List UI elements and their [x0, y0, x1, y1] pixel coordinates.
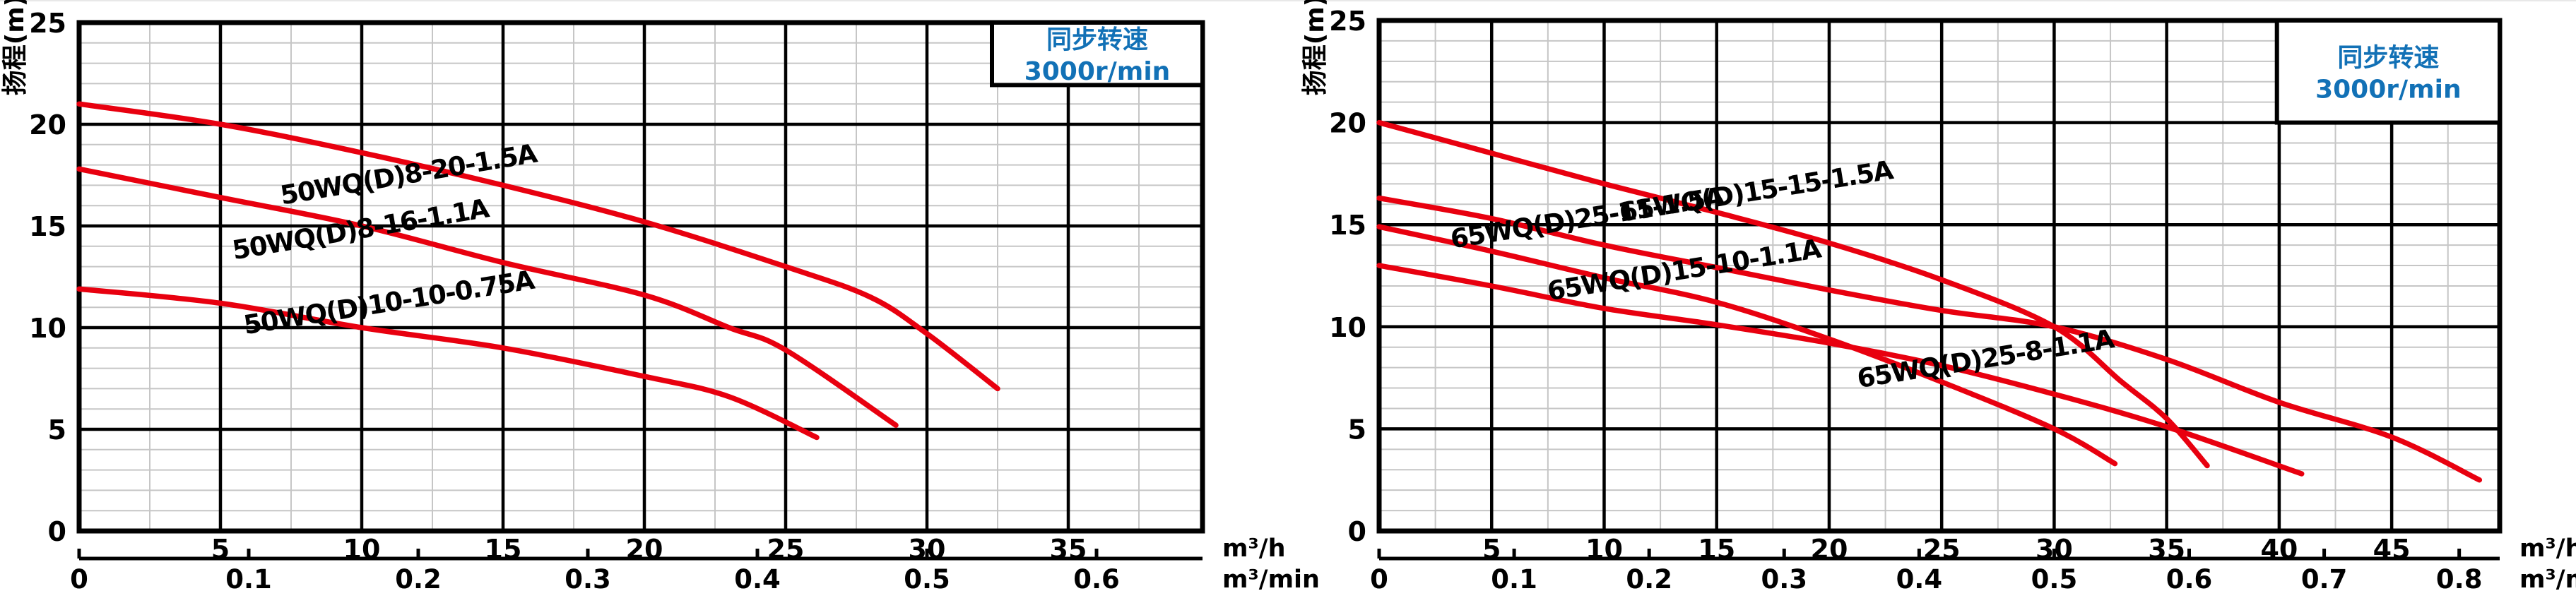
x-tick-label: 35	[1050, 534, 1087, 565]
secondary-tick-label: 0.3	[1761, 564, 1807, 591]
plot-area	[79, 23, 1203, 531]
unit-label-m3h: m³/h	[2519, 535, 2576, 563]
secondary-tick-label: 0.4	[734, 564, 781, 591]
secondary-tick-label: 0.4	[1896, 564, 1943, 591]
x-tick-label: 15	[485, 534, 522, 565]
x-tick-label: 40	[2260, 534, 2298, 565]
x-tick-label: 5	[211, 534, 230, 565]
legend-line-speed-value: 3000r/min	[1024, 57, 1171, 86]
secondary-tick-label: 0.5	[2031, 564, 2078, 591]
x-tick-label: 25	[767, 534, 805, 565]
pump-curve-50WQ(D)8-20-1.5A	[76, 101, 1000, 392]
legend-line-speed-title: 同步转速	[1046, 25, 1148, 54]
secondary-tick-label: 0.2	[395, 564, 442, 591]
x-tick-label: 35	[2148, 534, 2185, 565]
secondary-tick-label: 0.5	[904, 564, 950, 591]
x-tick-label: 5	[1482, 534, 1501, 565]
y-tick-label: 25	[29, 8, 66, 39]
pump-curve-50WQ(D)10-10-0.75A	[76, 286, 820, 441]
x-tick-label: 15	[1698, 534, 1735, 565]
y-tick-label: 0	[1348, 516, 1366, 547]
secondary-tick-label: 0.1	[1491, 564, 1537, 591]
secondary-tick-label: 0.2	[1626, 564, 1672, 591]
pump-curve-65WQ(D)25-11-1.5A	[1376, 195, 2483, 483]
legend-line-speed-title: 同步转速	[2337, 43, 2439, 72]
y-tick-label: 15	[29, 211, 66, 242]
legend-line-speed-value: 3000r/min	[2315, 75, 2462, 104]
secondary-tick-label: 0.1	[225, 564, 272, 591]
y-tick-label: 10	[1329, 312, 1366, 343]
pump-curve-65WQ(D)15-15-1.5A	[1376, 119, 2210, 469]
top-hairline	[0, 0, 2576, 1]
x-tick-label: 10	[343, 534, 381, 565]
pump-curve-65WQ(D)25-8-1.1A	[1376, 263, 2305, 477]
x-tick-label: 45	[2373, 534, 2411, 565]
x-tick-label: 20	[626, 534, 663, 565]
secondary-tick-label: 0.7	[2301, 564, 2348, 591]
y-tick-label: 15	[1329, 210, 1366, 241]
x-tick-label: 10	[1585, 534, 1623, 565]
pump-curve-50WQ(D)8-16-1.1A	[76, 166, 899, 428]
y-tick-label: 20	[29, 109, 66, 141]
y-tick-label: 0	[48, 516, 66, 547]
x-tick-label: 20	[1811, 534, 1848, 565]
secondary-tick-label: 0.6	[1073, 564, 1120, 591]
unit-label-m3min: m³/min	[1222, 566, 1320, 591]
chart-right: 0 0.1 0.2 0.3 0.4 0.5 0.6 0.7 0.8 5 10 15 20 25 30 35 40…	[1301, 0, 2576, 591]
legend-box	[990, 20, 1205, 88]
y-tick-label: 10	[29, 313, 66, 344]
secondary-tick-label: 0.6	[2166, 564, 2213, 591]
secondary-tick-label: 0.3	[565, 564, 611, 591]
plot-border	[1376, 18, 2503, 534]
unit-label-m3min: m³/min	[2519, 566, 2576, 591]
y-tick-label: 20	[1329, 108, 1366, 139]
secondary-tick-label: 0.8	[2436, 564, 2483, 591]
x-tick-label: 30	[2036, 534, 2073, 565]
x-tick-label: 25	[1923, 534, 1961, 565]
chart-left: 0 0.1 0.2 0.3 0.4 0.5 0.6 5 10 15 20 25 30 35 25 20 15 10…	[1, 0, 1320, 591]
y-axis-title: 扬程(m)	[1301, 0, 1330, 95]
secondary-tick-label: 0	[70, 564, 88, 591]
plot-border	[76, 20, 1205, 534]
pump-curve-65WQ(D)15-10-1.1A	[1376, 224, 2118, 467]
y-axis-title: 扬程(m)	[1, 0, 30, 95]
legend-box	[2274, 18, 2503, 125]
y-tick-label: 5	[1348, 414, 1366, 445]
unit-label-m3h: m³/h	[1222, 535, 1286, 563]
secondary-tick-label: 0	[1370, 564, 1388, 591]
y-tick-label: 5	[48, 414, 66, 446]
x-tick-label: 30	[909, 534, 946, 565]
y-tick-label: 25	[1329, 6, 1366, 37]
